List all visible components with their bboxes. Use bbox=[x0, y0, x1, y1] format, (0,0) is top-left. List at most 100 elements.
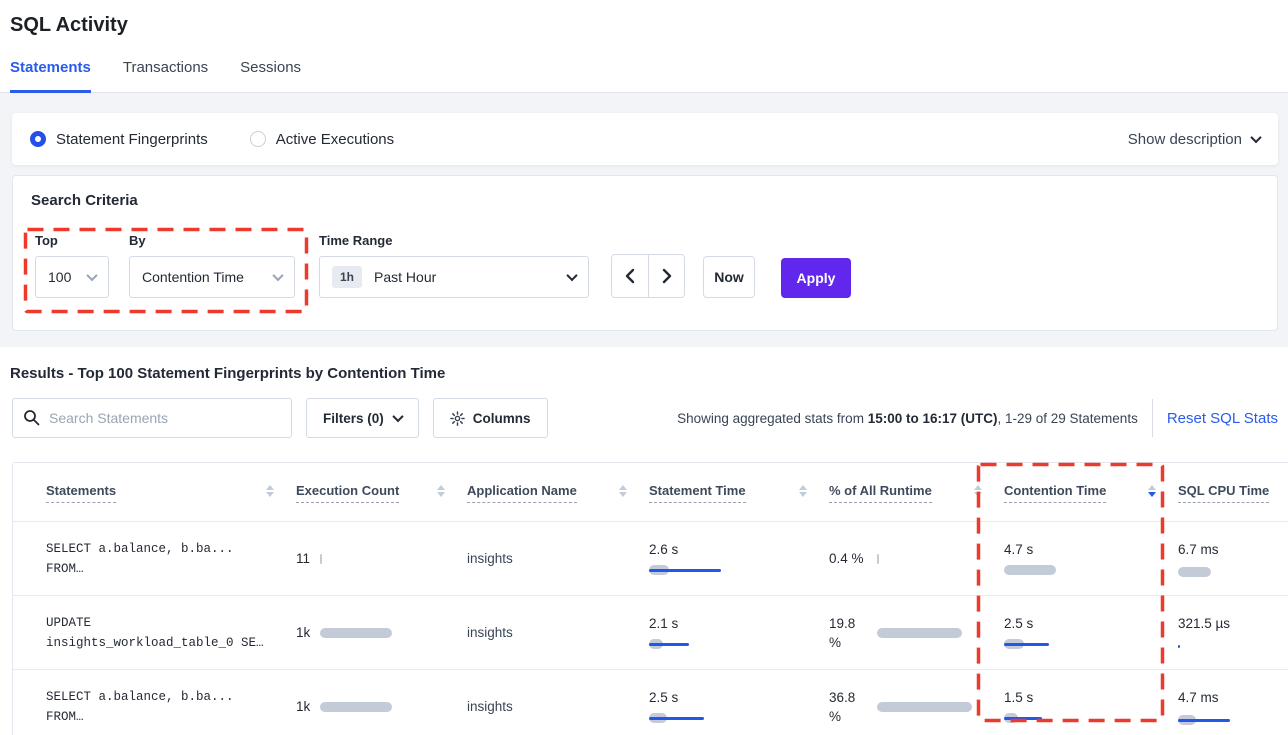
by-select[interactable]: Contention Time bbox=[129, 256, 295, 298]
statement-time-cell: 2.5 s bbox=[649, 690, 829, 724]
bar-chart bbox=[877, 627, 972, 639]
contention-time-cell: 1.5 s bbox=[1004, 690, 1178, 724]
bar-chart bbox=[649, 638, 744, 650]
time-range-label: Time Range bbox=[319, 233, 393, 248]
reset-sql-stats-link[interactable]: Reset SQL Stats bbox=[1166, 409, 1278, 427]
execution-count-cell: 1k bbox=[296, 699, 467, 714]
column-header-runtime-percent[interactable]: % of All Runtime bbox=[829, 483, 1004, 503]
chevron-right-icon bbox=[662, 268, 671, 284]
execution-count-cell: 1k bbox=[296, 625, 467, 640]
application-name-cell: insights bbox=[467, 625, 513, 640]
sort-icon[interactable] bbox=[799, 485, 807, 497]
chevron-down-icon bbox=[1250, 131, 1262, 144]
results-title: Results - Top 100 Statement Fingerprints… bbox=[10, 365, 446, 382]
contention-time-cell: 4.7 s bbox=[1004, 542, 1178, 576]
statement-fingerprint-link[interactable]: SELECT a.balance, b.ba... FROM… bbox=[46, 689, 234, 724]
top-select[interactable]: 100 bbox=[35, 256, 109, 298]
tab-sessions[interactable]: Sessions bbox=[240, 59, 302, 76]
bar-chart bbox=[877, 553, 972, 565]
radio-statement-fingerprints[interactable]: Statement Fingerprints bbox=[30, 131, 208, 148]
table-row: SELECT a.balance, b.ba... FROM… 1k insigh… bbox=[13, 669, 1288, 735]
next-time-range-button[interactable] bbox=[648, 255, 684, 297]
time-range-value: Past Hour bbox=[374, 269, 437, 285]
statement-time-cell: 2.1 s bbox=[649, 616, 829, 650]
bar-chart bbox=[1004, 712, 1099, 724]
search-icon bbox=[24, 410, 40, 426]
bar-chart bbox=[1178, 714, 1273, 726]
contention-time-cell: 2.5 s bbox=[1004, 616, 1178, 650]
sql-cpu-time-cell: 4.7 ms bbox=[1178, 688, 1288, 726]
show-description-toggle[interactable]: Show description bbox=[1128, 131, 1262, 148]
bar-chart bbox=[1004, 564, 1099, 576]
runtime-percent-cell: 19.8 % bbox=[829, 614, 1004, 652]
column-header-contention-time[interactable]: Contention Time bbox=[1004, 483, 1178, 503]
tab-bar: Statements Transactions Sessions bbox=[0, 59, 1288, 93]
view-mode-card: Statement Fingerprints Active Executions… bbox=[12, 113, 1278, 165]
sql-cpu-time-cell: 6.7 ms bbox=[1178, 540, 1288, 578]
execution-count-cell: 11 bbox=[296, 551, 467, 566]
time-range-badge: 1h bbox=[332, 266, 363, 288]
filters-button[interactable]: Filters (0) bbox=[306, 398, 419, 438]
table-row: UPDATE insights_workload_table_0 SE… 1k i… bbox=[13, 595, 1288, 669]
filter-section: Statement Fingerprints Active Executions… bbox=[0, 93, 1288, 347]
statement-fingerprint-link[interactable]: UPDATE insights_workload_table_0 SE… bbox=[46, 615, 264, 650]
radio-label: Active Executions bbox=[275, 130, 395, 148]
column-header-application-name[interactable]: Application Name bbox=[467, 483, 649, 503]
search-statements-input[interactable] bbox=[12, 398, 292, 438]
apply-button[interactable]: Apply bbox=[781, 258, 851, 298]
runtime-percent-cell: 0.4 % bbox=[829, 549, 1004, 568]
sort-icon[interactable] bbox=[266, 485, 274, 497]
bar-chart bbox=[1178, 640, 1273, 652]
bar-chart bbox=[877, 701, 972, 713]
aggregated-stats-text: Showing aggregated stats from 15:00 to 1… bbox=[677, 410, 1138, 426]
time-range-select[interactable]: 1h Past Hour bbox=[319, 256, 589, 298]
tab-statements[interactable]: Statements bbox=[10, 59, 91, 93]
search-criteria-title: Search Criteria bbox=[31, 192, 138, 209]
top-select-value: 100 bbox=[48, 269, 72, 285]
statement-fingerprint-link[interactable]: SELECT a.balance, b.ba... FROM… bbox=[46, 541, 234, 576]
radio-label: Statement Fingerprints bbox=[56, 130, 208, 148]
statements-table: Statements Execution Count Application N… bbox=[12, 462, 1288, 735]
now-button[interactable]: Now bbox=[703, 256, 755, 298]
bar-chart bbox=[320, 553, 415, 565]
radio-unselected-icon[interactable] bbox=[249, 131, 266, 147]
statement-time-cell: 2.6 s bbox=[649, 542, 829, 576]
table-row: SELECT a.balance, b.ba... FROM… 11 insigh… bbox=[13, 521, 1288, 595]
toolbar-divider bbox=[1151, 399, 1153, 437]
tab-transactions[interactable]: Transactions bbox=[122, 59, 209, 76]
columns-button-label: Columns bbox=[472, 410, 531, 426]
previous-time-range-button[interactable] bbox=[612, 255, 648, 297]
sort-icon[interactable] bbox=[437, 485, 445, 497]
chevron-down-icon bbox=[86, 269, 98, 282]
radio-active-executions[interactable]: Active Executions bbox=[249, 130, 395, 148]
table-header-row: Statements Execution Count Application N… bbox=[13, 463, 1288, 521]
bar-chart bbox=[649, 712, 744, 724]
sort-icon[interactable] bbox=[974, 485, 982, 497]
application-name-cell: insights bbox=[467, 699, 513, 714]
bar-chart bbox=[1178, 566, 1273, 578]
time-range-pager bbox=[611, 254, 685, 298]
search-criteria-card: Search Criteria Top 100 By Contention Ti… bbox=[12, 175, 1278, 331]
page-title: SQL Activity bbox=[10, 14, 128, 36]
runtime-percent-cell: 36.8 % bbox=[829, 688, 1004, 726]
by-label: By bbox=[129, 233, 146, 248]
filters-button-label: Filters (0) bbox=[323, 410, 384, 426]
top-label: Top bbox=[35, 233, 58, 248]
column-header-sql-cpu-time[interactable]: SQL CPU Time bbox=[1178, 483, 1288, 503]
column-header-execution-count[interactable]: Execution Count bbox=[296, 483, 467, 503]
chevron-down-icon bbox=[566, 269, 578, 282]
chevron-left-icon bbox=[625, 268, 635, 284]
chevron-down-icon bbox=[272, 269, 284, 282]
column-header-statements[interactable]: Statements bbox=[13, 483, 296, 503]
columns-button[interactable]: Columns bbox=[432, 398, 548, 438]
sort-icon[interactable] bbox=[619, 485, 627, 497]
by-select-value: Contention Time bbox=[142, 269, 244, 285]
bar-chart bbox=[1004, 638, 1099, 650]
bar-chart bbox=[320, 627, 415, 639]
results-toolbar: Filters (0) Columns Showing aggregated s… bbox=[12, 398, 1278, 438]
column-header-statement-time[interactable]: Statement Time bbox=[649, 483, 829, 503]
sort-icon-active-desc[interactable] bbox=[1148, 485, 1156, 497]
sql-cpu-time-cell: 321.5 µs bbox=[1178, 614, 1288, 652]
radio-selected-icon[interactable] bbox=[30, 131, 46, 147]
